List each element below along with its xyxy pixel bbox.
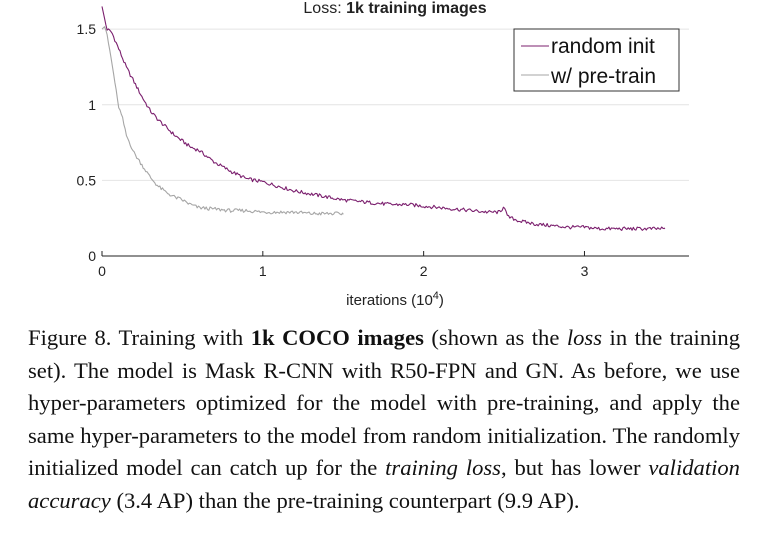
x-tick-label: 1: [259, 263, 267, 279]
x-tick-label: 2: [420, 263, 428, 279]
axis-ticks: 0 1 2 3 0 0.5 1 1.5: [77, 21, 589, 279]
caption-bold-text: 1k COCO images: [250, 325, 424, 350]
series-line-pre-train: [101, 26, 344, 216]
caption-text: in the training set). The model is Mask …: [28, 325, 740, 480]
series-line-random-init: [101, 6, 666, 231]
y-tick-label: 0: [88, 248, 96, 264]
caption-italic-text: validation accuracy: [28, 455, 740, 513]
y-tick-label: 0.5: [77, 172, 97, 188]
caption-italic-text: loss: [566, 325, 603, 350]
y-tick-label: 1.5: [77, 21, 97, 37]
y-tick-label: 1: [88, 97, 96, 113]
caption-italic-text: training loss: [385, 455, 501, 480]
chart-title: Loss: 1k training images: [303, 0, 486, 17]
legend-label-random-init: random init: [551, 35, 655, 58]
chart-legend: random init w/ pre-train: [513, 28, 680, 92]
caption-text: (shown as the: [423, 325, 567, 350]
caption-text: Figure 8. Training with: [28, 325, 251, 350]
x-tick-label: 3: [581, 263, 589, 279]
loss-chart: Loss: 1k training images 0 1 2 3 0 0.5 1 1.5 it…: [77, 0, 689, 309]
legend-box: [513, 28, 680, 92]
figure-caption: Figure 8. Training with 1k COCO images (…: [28, 322, 740, 517]
x-axis-label: iterations (104): [346, 290, 444, 309]
caption-text: , but has lower: [500, 455, 649, 480]
caption-text: (3.4 AP) than the pre-training counterpa…: [110, 487, 580, 513]
x-tick-label: 0: [98, 263, 106, 279]
legend-label-pre-train: w/ pre-train: [550, 65, 656, 88]
series-lines: [101, 6, 666, 231]
